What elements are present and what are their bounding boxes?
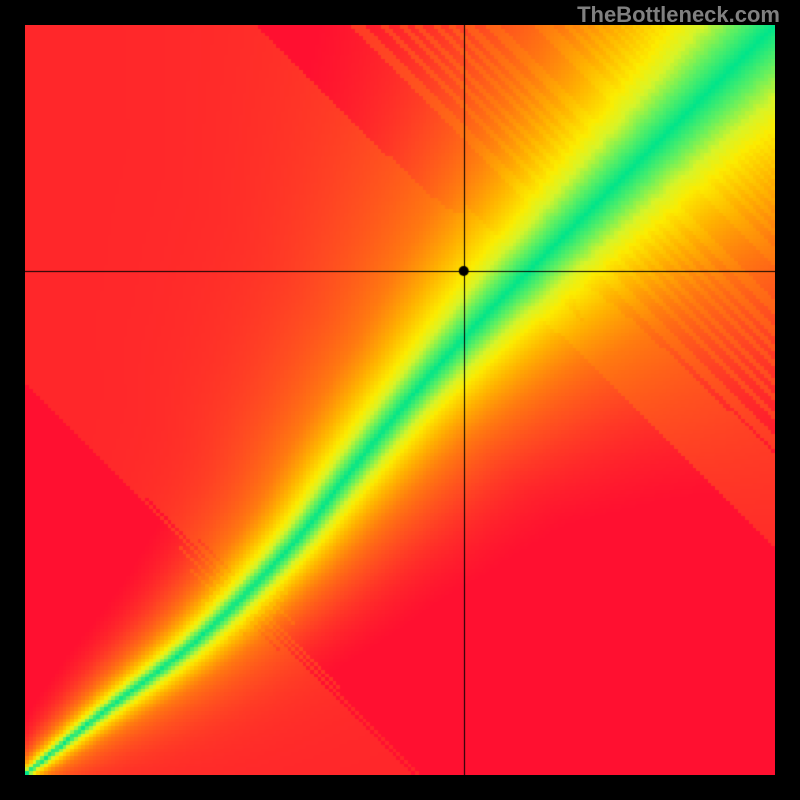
chart-container: TheBottleneck.com: [0, 0, 800, 800]
watermark-text: TheBottleneck.com: [577, 2, 780, 28]
bottleneck-heatmap: [25, 25, 775, 775]
